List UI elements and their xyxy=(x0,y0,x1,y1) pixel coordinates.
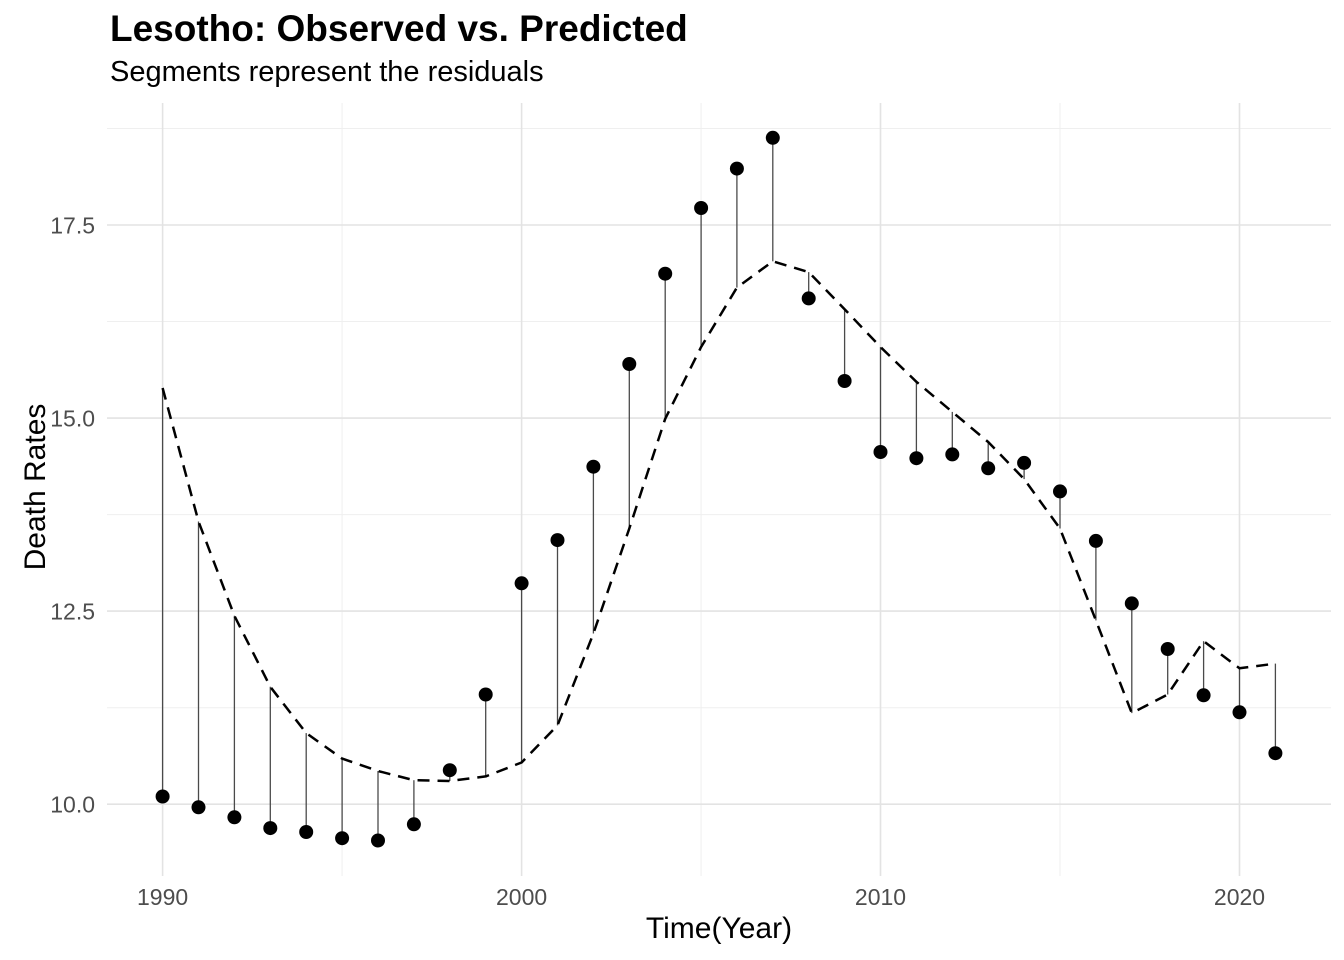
observed-point xyxy=(1160,642,1175,656)
observed-point xyxy=(155,789,170,804)
observed-point xyxy=(658,266,673,281)
observed-point xyxy=(837,374,852,388)
observed-point xyxy=(945,447,960,462)
observed-point xyxy=(909,451,924,466)
observed-point xyxy=(622,357,637,371)
y-axis-title: Death Rates xyxy=(19,403,52,571)
observed-point xyxy=(1053,484,1067,499)
y-tick-label: 15.0 xyxy=(50,406,95,432)
y-tick-label: 17.5 xyxy=(50,213,95,239)
predicted-line xyxy=(161,260,1276,783)
observed-point xyxy=(981,461,996,476)
observed-point xyxy=(299,825,314,839)
observed-point xyxy=(335,831,350,846)
x-tick-label: 2000 xyxy=(496,884,547,910)
x-axis-title: Time(Year) xyxy=(645,912,793,945)
observed-point xyxy=(801,291,816,306)
y-tick-label: 10.0 xyxy=(50,792,95,818)
observed-point xyxy=(1232,705,1247,720)
observed-point xyxy=(227,810,242,825)
observed-point xyxy=(406,817,421,832)
y-tick-label: 12.5 xyxy=(50,599,95,625)
x-tick-label: 2010 xyxy=(855,884,906,910)
observed-point xyxy=(191,800,206,815)
observed-point xyxy=(1017,455,1032,470)
observed-point xyxy=(263,821,278,836)
observed-point xyxy=(765,130,780,145)
observed-point xyxy=(1196,688,1211,703)
observed-point xyxy=(514,576,529,591)
observed-point xyxy=(478,687,493,702)
chart-title: Lesotho: Observed vs. Predicted xyxy=(110,8,688,49)
observed-point xyxy=(371,833,385,848)
observed-point xyxy=(729,161,744,176)
x-tick-label: 2020 xyxy=(1214,884,1265,910)
observed-point xyxy=(1124,596,1139,611)
observed-point xyxy=(694,201,709,215)
observed-point xyxy=(586,459,601,474)
observed-point xyxy=(1268,746,1283,761)
x-tick-label: 1990 xyxy=(137,884,188,910)
observed-point xyxy=(1088,533,1103,548)
chart-subtitle: Segments represent the residuals xyxy=(110,56,544,88)
observed-point xyxy=(873,445,888,459)
observed-point xyxy=(442,763,457,778)
observed-point xyxy=(550,533,565,548)
